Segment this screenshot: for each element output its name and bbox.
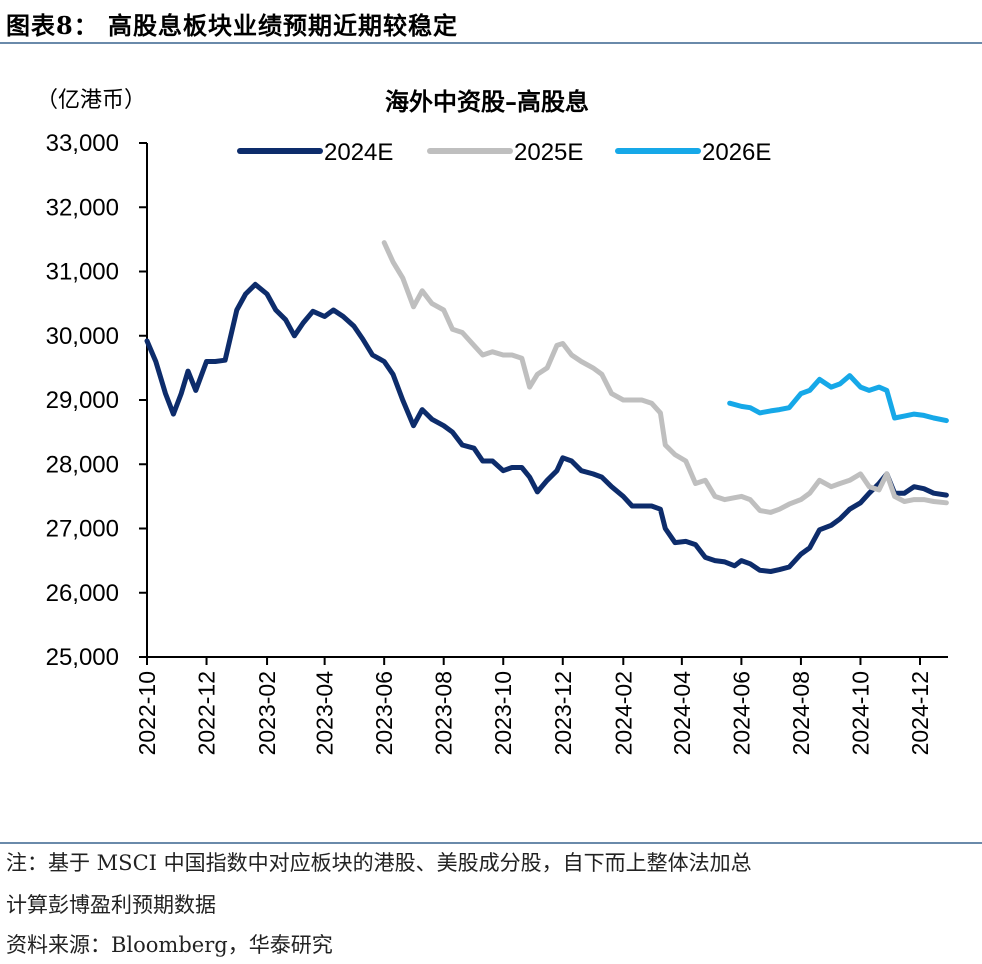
y-axis-unit-label: （亿港币）	[36, 88, 147, 113]
y-tick-label: 26,000	[46, 580, 119, 607]
bottom-divider	[0, 842, 982, 844]
y-axis-ticks: 25,000 26,000 27,000 28,000 29,000 30,000 31,0…	[46, 130, 147, 671]
x-tick-label: 2022-12	[194, 671, 220, 755]
y-tick-label: 32,000	[46, 194, 119, 221]
x-tick-label: 2024-12	[907, 671, 933, 755]
y-tick-label: 27,000	[46, 516, 119, 543]
x-tick-label: 2023-04	[312, 671, 338, 756]
y-tick-label: 30,000	[46, 323, 119, 350]
x-tick-label: 2023-06	[371, 671, 397, 755]
x-tick-label: 2024-04	[669, 671, 695, 756]
footnote-line-1: 注：基于 MSCI 中国指数中对应板块的港股、美股成分股，自下而上整体法加总	[6, 851, 752, 875]
y-tick-label: 31,000	[46, 259, 119, 286]
legend-label-2026e: 2026E	[702, 139, 771, 166]
x-tick-label: 2024-02	[610, 671, 636, 755]
y-tick-label: 28,000	[46, 451, 119, 478]
chart-title: 海外中资股–高股息	[385, 87, 589, 116]
series-lines	[144, 240, 949, 574]
x-tick-label: 2024-06	[728, 671, 754, 755]
figure-title: 图表8： 高股息板块业绩预期近期较稳定	[6, 11, 459, 40]
x-axis-ticks: 2022-10 2022-12 2023-02 2023-04 2023-06 2023-…	[134, 657, 933, 755]
line-chart: 25,000 26,000 27,000 28,000 29,000 30,000 31,0…	[46, 130, 949, 755]
y-tick-label: 25,000	[46, 644, 119, 671]
series-line-2024e	[144, 281, 949, 574]
x-tick-label: 2023-02	[254, 671, 280, 755]
series-line-2025e	[381, 240, 949, 515]
y-tick-label: 29,000	[46, 387, 119, 414]
x-tick-label: 2023-08	[431, 671, 457, 755]
series-line-2026e	[727, 373, 949, 424]
chart-axes	[146, 143, 948, 658]
top-divider	[0, 42, 982, 44]
y-tick-label: 33,000	[46, 130, 119, 157]
footnote-line-2: 计算彭博盈利预期数据	[6, 893, 216, 917]
source-note: 资料来源：Bloomberg，华泰研究	[6, 933, 333, 957]
x-tick-label: 2022-10	[134, 671, 160, 755]
legend-label-2024e: 2024E	[324, 139, 393, 166]
x-tick-label: 2023-10	[490, 671, 516, 755]
legend-label-2025e: 2025E	[514, 139, 583, 166]
x-tick-label: 2024-10	[847, 671, 873, 755]
chart-legend: 2024E 2025E 2026E	[237, 139, 771, 166]
x-tick-label: 2023-12	[550, 671, 576, 755]
x-tick-label: 2024-08	[788, 671, 814, 755]
